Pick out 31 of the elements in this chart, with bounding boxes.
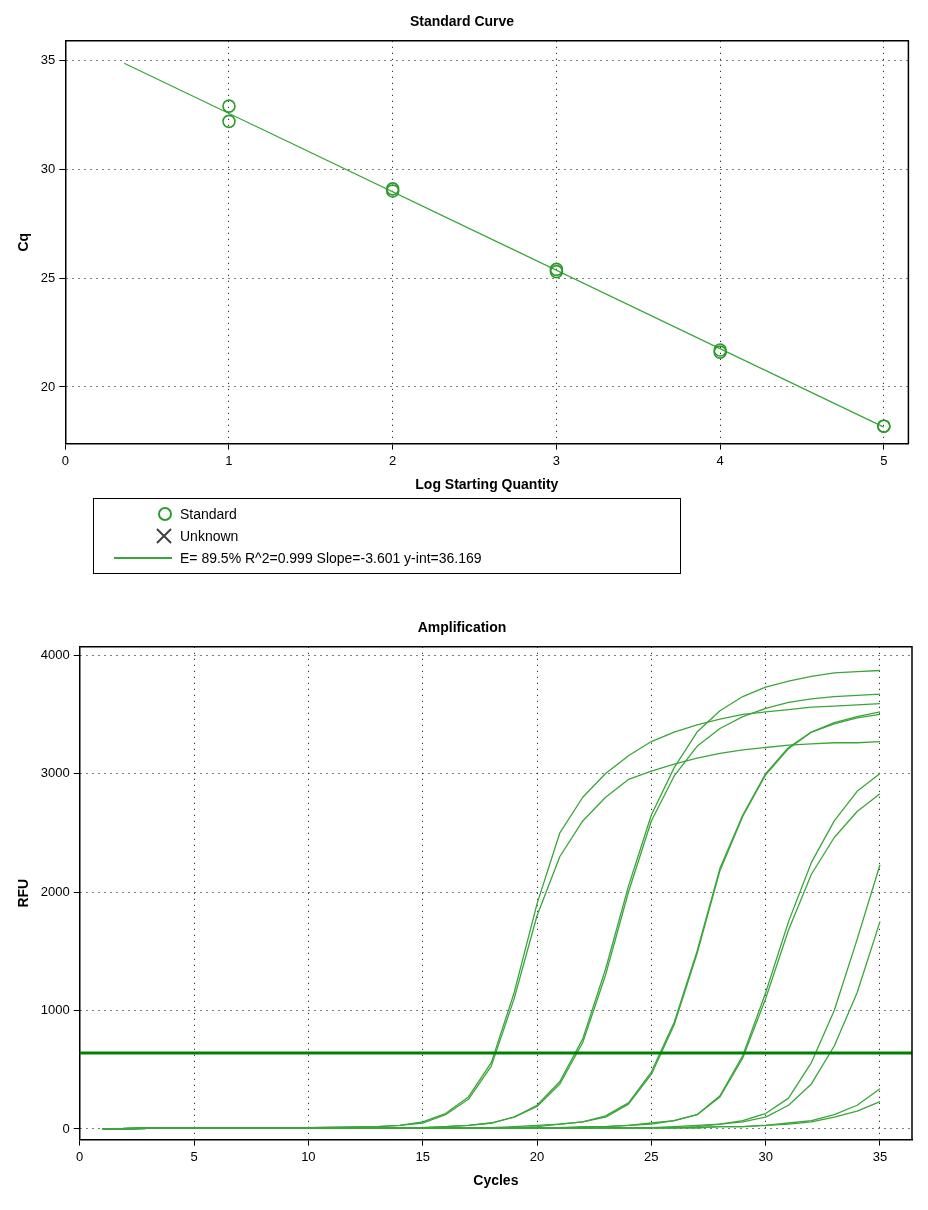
x-tick-label: 15: [415, 1148, 430, 1164]
legend-label: E= 89.5% R^2=0.999 Slope=-3.601 y-int=36.169: [180, 550, 482, 566]
chart-title: Standard Curve: [409, 13, 515, 30]
y-axis-title: RFU: [15, 878, 32, 908]
y-tick-label: 25: [40, 269, 56, 285]
x-tick-label: 0: [76, 1148, 84, 1164]
y-tick-label: 0: [62, 1120, 70, 1136]
y-tick-label: 3000: [40, 765, 70, 781]
x-tick-label: 20: [529, 1148, 545, 1164]
x-tick-label: 25: [644, 1148, 659, 1164]
x-tick-label: 30: [758, 1148, 773, 1164]
legend-label: Unknown: [180, 528, 239, 544]
x-tick-label: 5: [880, 452, 888, 468]
legend-label: Standard: [180, 506, 237, 522]
x-axis-title: Cycles: [473, 1172, 519, 1189]
y-axis-title: Cq: [15, 232, 32, 252]
x-tick-label: 5: [190, 1148, 198, 1164]
x-tick-label: 1: [225, 452, 233, 468]
x-tick-label: 2: [389, 452, 397, 468]
x-axis-title: Log Starting Quantity: [415, 476, 559, 493]
y-tick-label: 35: [40, 51, 56, 67]
y-tick-label: 4000: [40, 646, 70, 662]
y-tick-label: 2000: [40, 883, 70, 899]
y-tick-label: 20: [40, 378, 56, 394]
y-tick-label: 1000: [40, 1002, 70, 1018]
x-tick-label: 4: [716, 452, 724, 468]
chart-title: Amplification: [417, 619, 507, 636]
x-tick-label: 35: [872, 1148, 888, 1164]
y-tick-label: 30: [40, 160, 56, 176]
x-tick-label: 10: [301, 1148, 316, 1164]
x-tick-label: 3: [552, 452, 561, 468]
